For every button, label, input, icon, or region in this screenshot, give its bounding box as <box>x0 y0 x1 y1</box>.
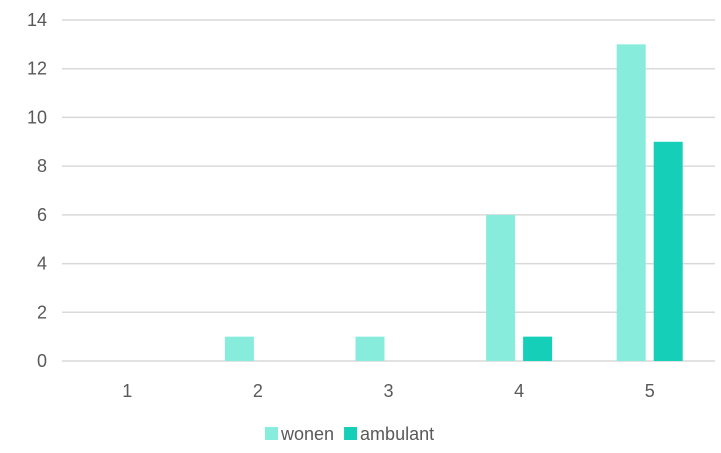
bar-wonen-3 <box>355 336 385 361</box>
bar-wonen-2 <box>224 336 254 361</box>
x-axis: 1 2 3 4 5 <box>122 381 654 401</box>
y-tick-label: 10 <box>27 107 47 127</box>
y-tick-label: 12 <box>27 59 47 79</box>
y-axis: 0 2 4 6 8 10 12 14 <box>27 10 47 371</box>
y-tick-label: 2 <box>37 302 47 322</box>
y-tick-label: 6 <box>37 205 47 225</box>
gridlines <box>62 19 715 362</box>
legend-swatch-ambulant <box>344 427 358 440</box>
x-tick-label: 5 <box>645 381 655 401</box>
legend: wonen ambulant <box>265 424 434 444</box>
x-tick-label: 1 <box>122 381 132 401</box>
x-tick-label: 2 <box>253 381 263 401</box>
bar-ambulant-4 <box>523 336 553 361</box>
x-tick-label: 3 <box>383 381 393 401</box>
x-tick-label: 4 <box>514 381 524 401</box>
y-tick-label: 8 <box>37 156 47 176</box>
legend-label-ambulant: ambulant <box>360 424 434 444</box>
bar-wonen-4 <box>486 214 516 361</box>
bars <box>224 44 683 361</box>
y-tick-label: 14 <box>27 10 47 30</box>
bar-ambulant-5 <box>653 141 683 361</box>
bar-wonen-5 <box>616 44 646 361</box>
legend-swatch-wonen <box>265 427 278 440</box>
y-tick-label: 0 <box>37 351 47 371</box>
legend-label-wonen: wonen <box>280 424 334 444</box>
y-tick-label: 4 <box>37 254 47 274</box>
